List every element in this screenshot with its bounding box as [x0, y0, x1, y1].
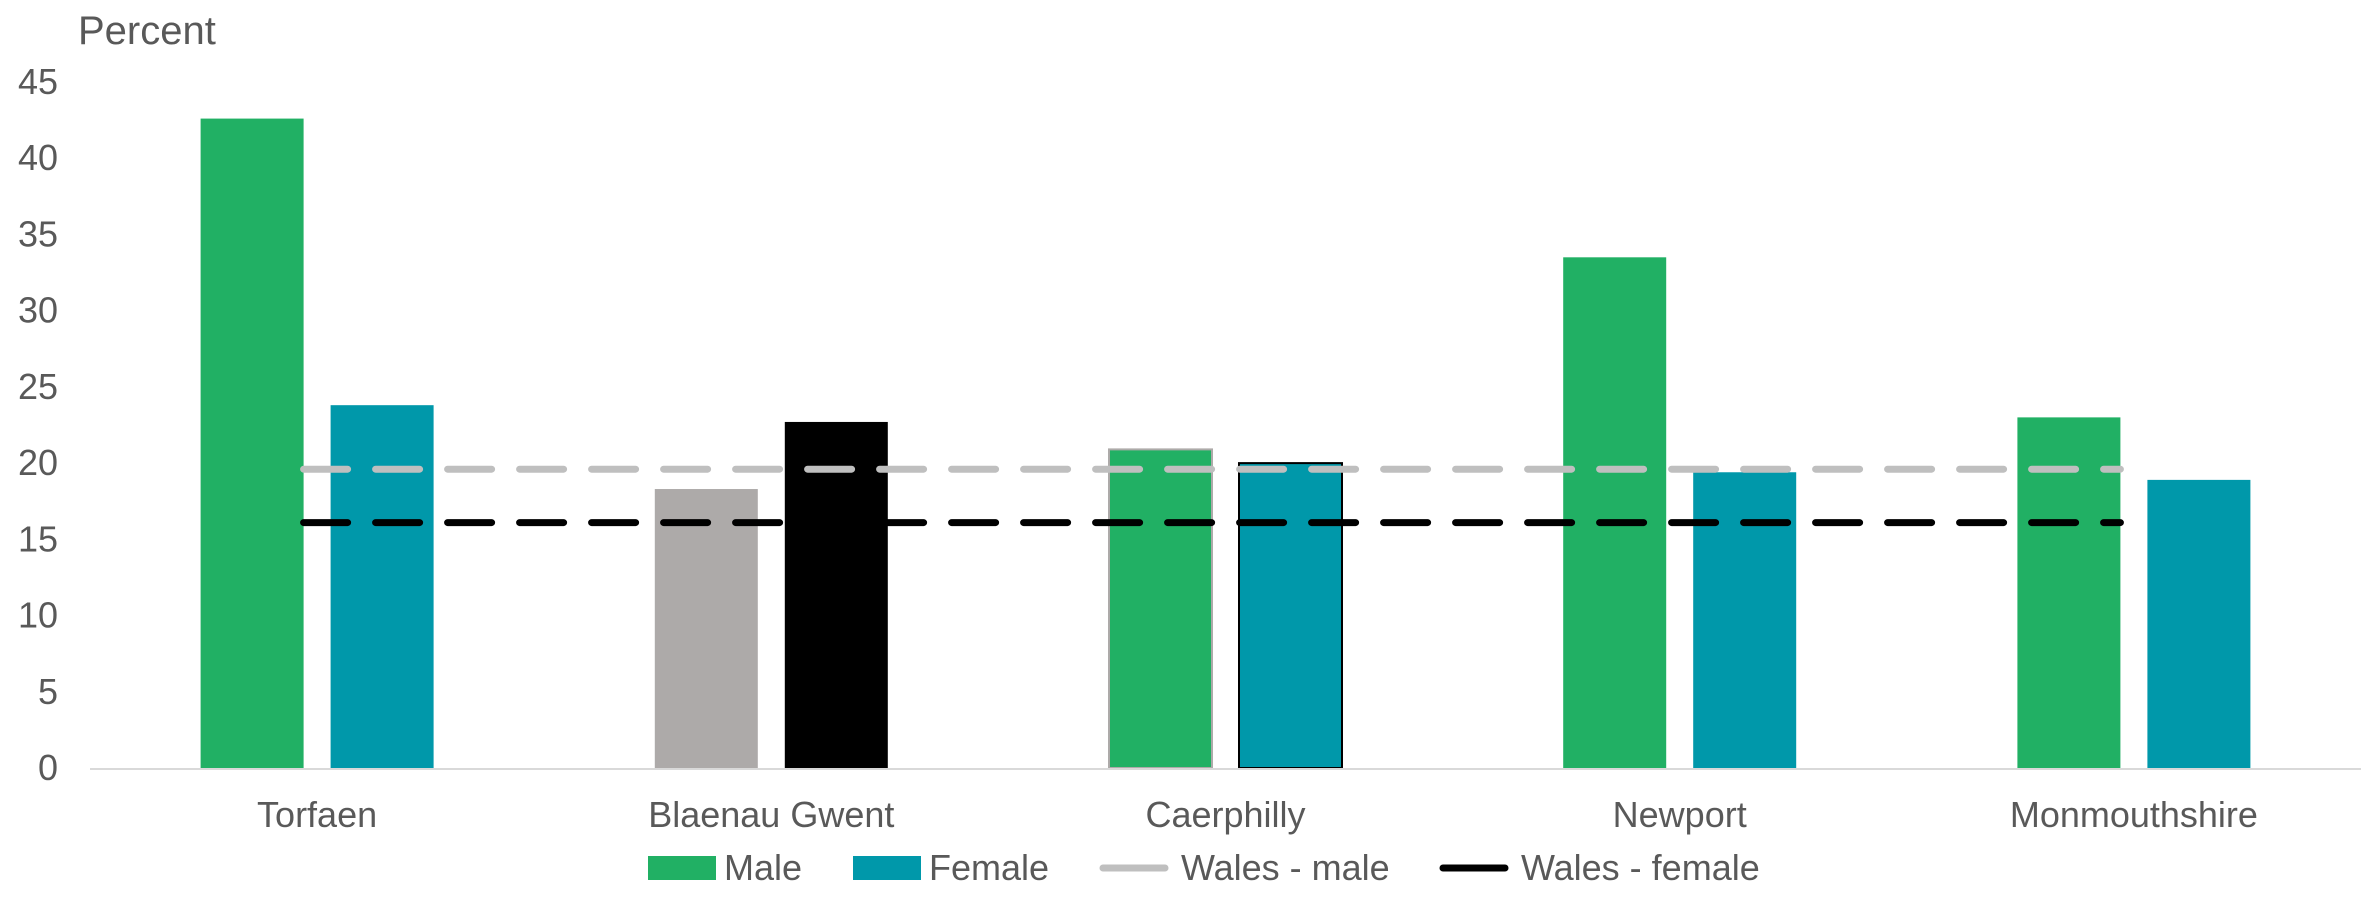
- bar-male-newport: [1563, 257, 1667, 768]
- y-tick-label: 35: [18, 213, 58, 254]
- legend-swatch-male: [648, 856, 716, 880]
- y-tick-label: 5: [38, 671, 58, 712]
- bar-male-monmouthshire: [2017, 417, 2121, 768]
- y-tick-label: 15: [18, 518, 58, 559]
- legend-swatch-female: [853, 856, 921, 880]
- y-tick-label: 40: [18, 137, 58, 178]
- bar-female-caerphilly: [1238, 462, 1343, 769]
- y-tick-label: 0: [38, 747, 58, 788]
- y-tick-label: 30: [18, 290, 58, 331]
- bar-male-blaenau-gwent: [654, 489, 758, 768]
- y-axis: 0 5 10 15 20 25 30 35 40 45: [18, 61, 58, 788]
- x-tick-label: Monmouthshire: [2010, 794, 2258, 835]
- legend: Male Female Wales - male Wales - female: [648, 847, 1760, 888]
- x-tick-label: Torfaen: [257, 794, 377, 835]
- reference-lines: [300, 465, 2124, 527]
- y-tick-label: 45: [18, 61, 58, 102]
- bars: [200, 118, 2251, 769]
- x-axis-labels: Torfaen Blaenau Gwent Caerphilly Newport Mon…: [257, 794, 2258, 835]
- legend-label: Female: [929, 847, 1049, 888]
- bar-female-blaenau-gwent: [784, 421, 888, 768]
- legend-label: Wales - male: [1181, 847, 1390, 888]
- bar-female-torfaen: [330, 405, 434, 768]
- legend-label: Wales - female: [1521, 847, 1760, 888]
- bar-male-torfaen: [200, 118, 304, 768]
- y-tick-label: 25: [18, 366, 58, 407]
- bar-female-newport: [1693, 472, 1797, 768]
- legend-label: Male: [724, 847, 802, 888]
- bar-male-caerphilly: [1108, 448, 1213, 769]
- x-tick-label: Newport: [1613, 794, 1747, 835]
- y-tick-label: 10: [18, 595, 58, 636]
- y-tick-label: 20: [18, 442, 58, 483]
- bar-female-monmouthshire: [2147, 479, 2251, 768]
- x-tick-label: Blaenau Gwent: [648, 794, 894, 835]
- x-tick-label: Caerphilly: [1145, 794, 1305, 835]
- y-axis-title: Percent: [78, 9, 216, 53]
